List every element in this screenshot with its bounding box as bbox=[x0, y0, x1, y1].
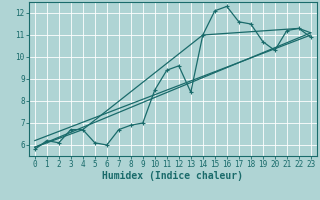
X-axis label: Humidex (Indice chaleur): Humidex (Indice chaleur) bbox=[102, 171, 243, 181]
